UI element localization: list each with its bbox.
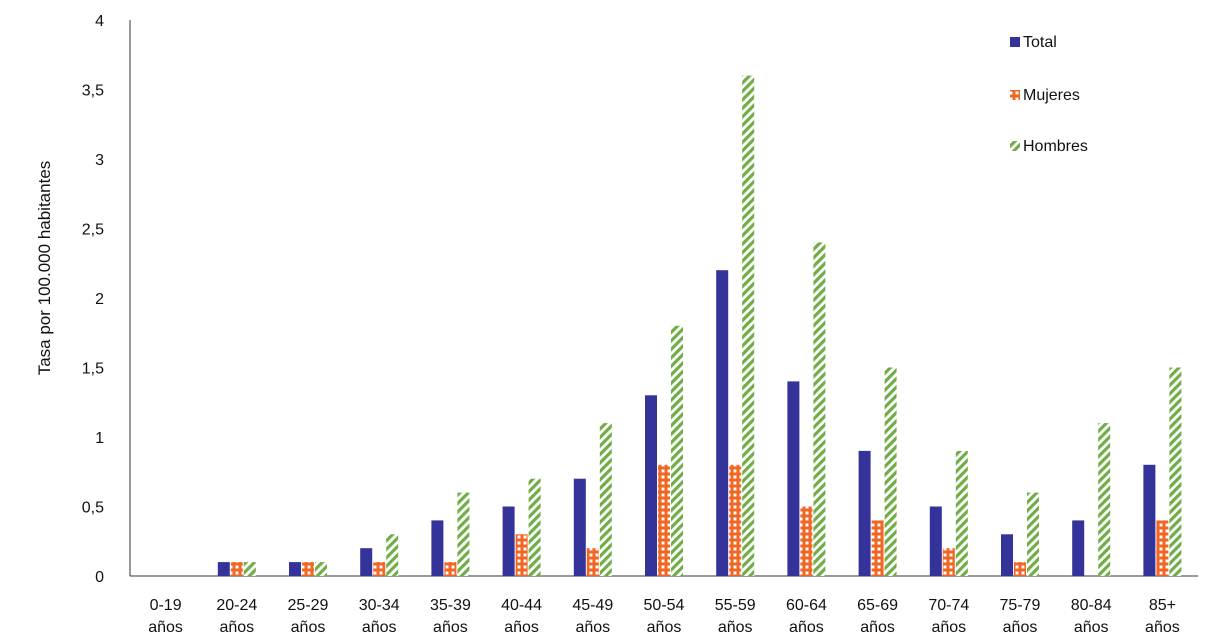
bar-total (1072, 520, 1085, 576)
bar-total (1143, 464, 1156, 576)
bar-hombres (1098, 423, 1111, 576)
legend-item-hombres: Hombres (1010, 138, 1088, 155)
bar-total (573, 478, 586, 576)
x-tick-label: 0-19 años (148, 597, 183, 636)
bars (217, 75, 1182, 576)
x-tick-label: 30-34 años (359, 597, 400, 636)
bar-hombres (315, 562, 327, 576)
bar-hombres (243, 562, 256, 576)
bar-total (1001, 534, 1013, 576)
x-axis-labels: 0-19 años 20-24 años 25-29 años 30-34 años 35-39… (148, 597, 1180, 636)
y-tick-label: 3,5 (82, 83, 104, 100)
bar-hombres (671, 325, 683, 576)
x-tick-label: 65-69 años (857, 597, 898, 636)
bar-total (360, 548, 373, 576)
x-tick-label: 55-59 años (715, 597, 756, 636)
bar-hombres (528, 478, 541, 576)
y-tick-label: 2,5 (82, 222, 104, 239)
x-tick-label: 35-39 años (430, 597, 471, 636)
bar-mujeres (586, 548, 599, 576)
x-tick-label: 40-44 años (501, 597, 542, 636)
bar-hombres (884, 367, 897, 576)
bar-hombres (457, 492, 470, 576)
legend-swatch (1010, 141, 1020, 151)
bar-total (502, 506, 515, 576)
x-tick-label: 70-74 años (928, 597, 969, 636)
bar-mujeres (1014, 562, 1026, 576)
x-tick-label: 60-64 años (786, 597, 827, 636)
bar-mujeres (800, 506, 813, 576)
bar-hombres (955, 450, 968, 576)
legend: Total Mujeres Hombres (1010, 34, 1088, 155)
bar-mujeres (871, 520, 884, 576)
bar-mujeres (515, 534, 528, 576)
bar-mujeres (373, 562, 386, 576)
bar-hombres (813, 242, 826, 576)
bar-total (431, 520, 444, 576)
x-tick-label: 50-54 años (644, 597, 685, 636)
bar-mujeres (444, 562, 457, 576)
legend-label: Mujeres (1023, 87, 1080, 104)
bar-mujeres (302, 562, 314, 576)
bar-mujeres (729, 464, 742, 576)
bar-total (289, 562, 301, 576)
y-axis-title: Tasa por 100.000 habitantes (35, 161, 54, 376)
y-tick-label: 1,5 (82, 361, 104, 378)
bar-hombres (386, 534, 399, 576)
x-tick-label: 20-24 años (216, 597, 257, 636)
x-tick-label: 80-84 años (1071, 597, 1112, 636)
y-tick-label: 0 (95, 569, 104, 586)
bar-mujeres (658, 464, 670, 576)
legend-swatch (1010, 90, 1020, 100)
bar-total (645, 395, 657, 576)
bar-total (787, 381, 800, 576)
y-axis-ticks: 0 0,5 1 1,5 2 2,5 3 3,5 4 (82, 13, 104, 586)
bar-hombres (599, 423, 612, 576)
bar-hombres (1027, 492, 1039, 576)
legend-swatch (1010, 37, 1020, 47)
bar-mujeres (230, 562, 243, 576)
legend-label: Hombres (1023, 138, 1088, 155)
x-tick-label: 75-79 años (1000, 597, 1041, 636)
y-tick-label: 3 (95, 152, 104, 169)
bar-mujeres (1156, 520, 1169, 576)
bar-total (217, 562, 230, 576)
bar-total (716, 270, 729, 576)
legend-item-mujeres: Mujeres (1010, 87, 1080, 104)
x-tick-label: 25-29 años (288, 597, 329, 636)
legend-label: Total (1023, 34, 1057, 51)
bar-mujeres (942, 548, 955, 576)
y-tick-label: 2 (95, 291, 104, 308)
bar-total (858, 450, 871, 576)
bar-hombres (1169, 367, 1182, 576)
bar-total (929, 506, 942, 576)
bar-hombres (742, 75, 755, 576)
y-tick-label: 1 (95, 430, 104, 447)
x-tick-label: 85+ años (1145, 597, 1180, 636)
y-tick-label: 4 (95, 13, 104, 30)
x-tick-label: 45-49 años (572, 597, 613, 636)
y-tick-label: 0,5 (82, 500, 104, 517)
legend-item-total: Total (1010, 34, 1057, 51)
